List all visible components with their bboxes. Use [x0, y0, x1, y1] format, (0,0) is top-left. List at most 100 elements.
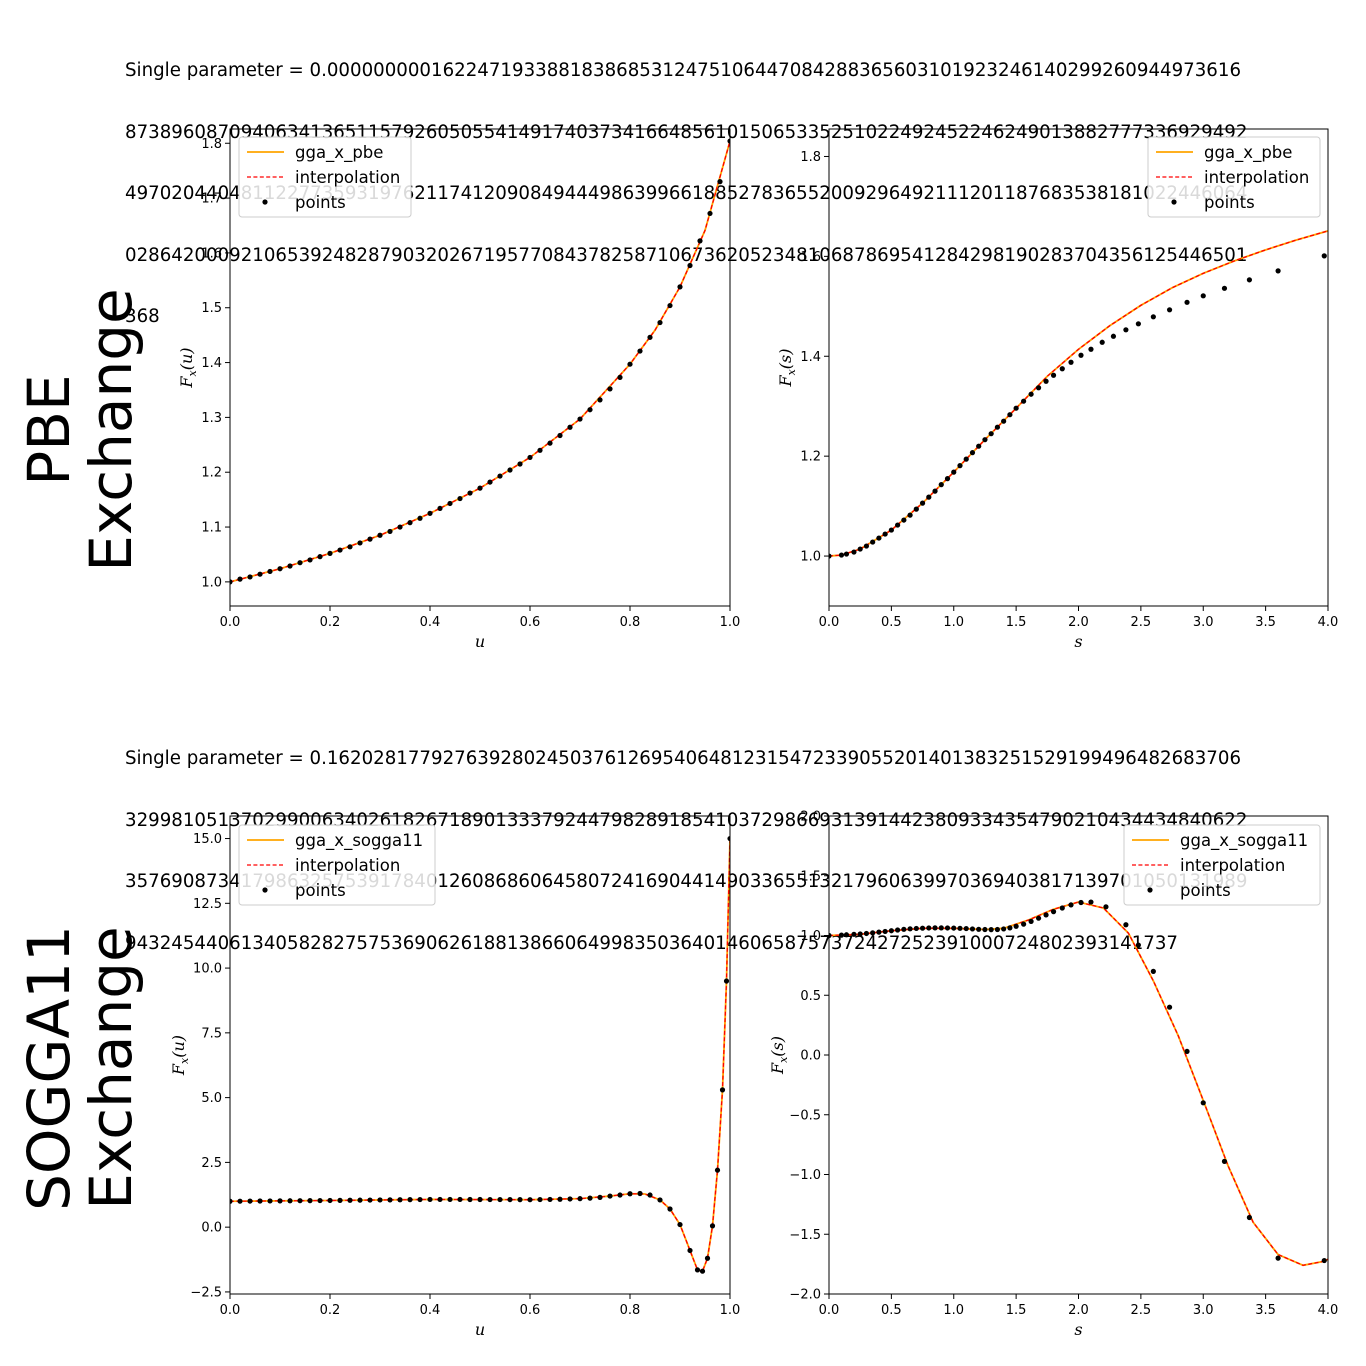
data-point [567, 424, 573, 430]
legend-box [1147, 136, 1321, 218]
data-point [1059, 905, 1065, 911]
data-point [1150, 968, 1156, 974]
data-point [237, 1198, 243, 1204]
x-tick-label: 2.5 [1131, 1303, 1152, 1318]
data-point [843, 551, 850, 557]
x-tick-label: 0.8 [620, 1303, 641, 1318]
data-point [247, 574, 253, 580]
x-tick-label: 0.6 [520, 615, 541, 630]
legend-entry-label: interpolation [1204, 168, 1309, 187]
x-tick-label: 4.0 [1318, 615, 1339, 630]
data-point [527, 1197, 533, 1203]
y-tick-label: 1.0 [201, 575, 222, 590]
data-point [1184, 1048, 1190, 1055]
data-point [829, 553, 832, 559]
data-point [1078, 352, 1084, 358]
data-point [1321, 1257, 1327, 1264]
data-point [587, 1195, 593, 1201]
x-axis-label: s [1074, 1320, 1082, 1339]
y-tick-label: −0.5 [789, 1108, 821, 1123]
y-tick-label: 0.0 [201, 1221, 222, 1236]
y-axis-label: Fx(s) [768, 1036, 790, 1075]
data-point [876, 929, 882, 935]
y-tick-label: −1.0 [789, 1168, 821, 1183]
data-point [457, 495, 463, 502]
data-point [709, 1223, 716, 1229]
data-point [1221, 285, 1228, 291]
data-point [969, 450, 976, 456]
data-point [397, 1197, 403, 1203]
y-tick-label: 1.7 [201, 192, 222, 207]
data-point [497, 1196, 503, 1203]
data-point [1028, 918, 1034, 925]
legend-entry-label: gga_x_pbe [295, 143, 383, 163]
data-point [1013, 923, 1019, 929]
data-point [1103, 904, 1109, 910]
data-point [926, 925, 932, 931]
data-point [257, 1198, 263, 1204]
data-point [951, 469, 957, 475]
data-point [697, 238, 703, 244]
x-tick-label: 0.4 [420, 1303, 441, 1318]
y-tick-label: 12.5 [193, 897, 222, 912]
data-point [567, 1196, 573, 1202]
data-point [976, 926, 982, 932]
data-point [1050, 909, 1057, 915]
data-point [982, 926, 988, 933]
data-point [1321, 253, 1327, 259]
legend-box [238, 136, 412, 218]
legend-entry-label: gga_x_sogga11 [295, 831, 423, 851]
series-line-functional [829, 230, 1328, 557]
data-point [367, 536, 373, 542]
data-point [1099, 339, 1105, 345]
data-point [607, 1193, 613, 1199]
y-tick-label: −2.5 [190, 1285, 222, 1300]
chart-panel-1: 0.0 0.2 0.4 0.6 0.8 1.0 1.0 1.1 1.2 1.3 1.4 1.5 1.6 1… [177, 128, 740, 651]
data-point [1001, 418, 1007, 424]
data-point [637, 348, 643, 354]
data-point [926, 494, 932, 500]
data-point [437, 1196, 443, 1203]
data-point [994, 926, 1001, 933]
data-point [487, 1196, 493, 1203]
x-tick-label: 1.0 [943, 1303, 964, 1318]
y-tick-label: 1.8 [201, 137, 222, 152]
data-point [876, 535, 882, 541]
y-tick-label: 5.0 [201, 1091, 222, 1106]
data-point [944, 476, 951, 482]
data-point [417, 515, 423, 521]
x-tick-label: 1.0 [943, 615, 964, 630]
data-point [957, 925, 963, 931]
data-point [913, 925, 919, 932]
plot-area [829, 899, 1328, 1267]
x-tick-label: 1.5 [1006, 1303, 1027, 1318]
data-point [919, 925, 926, 931]
data-point [727, 835, 730, 842]
data-point [1068, 902, 1074, 908]
parameter-line: 9432454406134058282757536906261881386606… [125, 932, 1179, 954]
data-point [327, 1197, 333, 1204]
y-tick-label: −1.5 [789, 1228, 821, 1243]
data-point [337, 1197, 343, 1203]
data-point [1007, 925, 1013, 931]
legend-swatch-points [1147, 887, 1153, 893]
data-point [417, 1196, 423, 1203]
data-point [547, 440, 553, 446]
y-axis-label: Fx(u) [177, 347, 199, 388]
data-point [863, 543, 870, 549]
legend-entry-label: points [295, 193, 346, 212]
y-tick-label: 1.3 [201, 411, 222, 426]
data-point [477, 485, 483, 491]
legend-entry-label: gga_x_sogga11 [1180, 831, 1308, 851]
x-tick-label: 3.5 [1255, 1303, 1276, 1318]
data-point [857, 546, 863, 552]
data-point [1021, 921, 1027, 927]
data-point [230, 579, 233, 585]
legend-box [238, 824, 436, 906]
y-tick-label: 2.5 [201, 1156, 222, 1171]
data-point [1123, 327, 1129, 333]
data-point [988, 431, 994, 437]
y-tick-label: −2.0 [789, 1288, 821, 1303]
data-point [667, 1206, 673, 1212]
